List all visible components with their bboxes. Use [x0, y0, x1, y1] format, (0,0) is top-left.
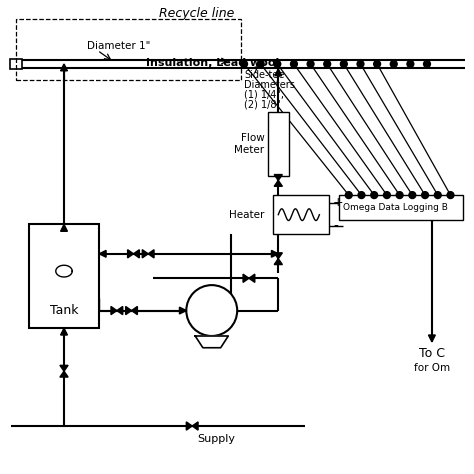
Circle shape	[340, 61, 347, 67]
Text: (1) 1/4",: (1) 1/4",	[244, 90, 284, 100]
Polygon shape	[131, 307, 137, 315]
Polygon shape	[134, 250, 139, 258]
Circle shape	[357, 61, 364, 67]
Polygon shape	[249, 274, 255, 283]
Bar	[267, 112, 289, 175]
Polygon shape	[142, 250, 148, 258]
Polygon shape	[428, 335, 435, 342]
Text: for Om: for Om	[414, 364, 450, 374]
Text: Side-tee: Side-tee	[244, 70, 284, 80]
Circle shape	[274, 61, 281, 67]
Circle shape	[186, 285, 237, 336]
Circle shape	[374, 61, 381, 67]
Polygon shape	[128, 250, 134, 258]
Bar	[29, 225, 99, 328]
Bar	[273, 195, 329, 234]
Polygon shape	[61, 328, 67, 335]
Circle shape	[424, 61, 430, 67]
Circle shape	[324, 61, 331, 67]
Circle shape	[307, 61, 314, 67]
Text: +: +	[333, 196, 344, 210]
Text: Flow
Meter: Flow Meter	[235, 133, 264, 155]
Text: To C: To C	[419, 347, 445, 360]
Circle shape	[257, 61, 264, 67]
Text: Tank: Tank	[50, 304, 78, 317]
Circle shape	[383, 191, 390, 199]
Text: Diameters: Diameters	[244, 80, 295, 90]
Circle shape	[346, 191, 352, 199]
Circle shape	[409, 191, 416, 199]
Polygon shape	[274, 259, 283, 264]
Bar	[339, 195, 463, 219]
Polygon shape	[243, 274, 249, 283]
Polygon shape	[111, 307, 117, 315]
Bar	[10, 59, 22, 69]
Polygon shape	[180, 307, 186, 314]
Text: (2) 1/8": (2) 1/8"	[244, 99, 281, 109]
Polygon shape	[275, 69, 282, 76]
Polygon shape	[186, 422, 192, 430]
Circle shape	[407, 61, 414, 67]
Polygon shape	[195, 336, 228, 348]
Circle shape	[358, 191, 365, 199]
Circle shape	[447, 191, 454, 199]
Polygon shape	[117, 307, 123, 315]
Text: Heater: Heater	[229, 210, 265, 219]
Polygon shape	[61, 64, 67, 71]
Text: Supply: Supply	[198, 434, 236, 444]
Polygon shape	[274, 181, 283, 186]
Circle shape	[434, 191, 441, 199]
Polygon shape	[99, 250, 106, 257]
Circle shape	[371, 191, 378, 199]
Polygon shape	[126, 307, 131, 315]
Circle shape	[241, 61, 247, 67]
Text: -: -	[333, 219, 338, 233]
Text: Insulation, Lead wool: Insulation, Lead wool	[146, 58, 280, 68]
Circle shape	[422, 191, 428, 199]
Polygon shape	[192, 422, 198, 430]
Polygon shape	[61, 225, 67, 231]
Text: Diameter 1": Diameter 1"	[88, 41, 151, 51]
Bar	[16, 19, 241, 80]
Polygon shape	[60, 365, 68, 371]
Text: Omega Data Logging B: Omega Data Logging B	[343, 203, 448, 212]
Circle shape	[291, 61, 297, 67]
Circle shape	[390, 61, 397, 67]
Polygon shape	[274, 253, 283, 259]
Text: Recycle line: Recycle line	[159, 7, 235, 19]
Circle shape	[396, 191, 403, 199]
Polygon shape	[60, 371, 68, 377]
Polygon shape	[272, 250, 278, 257]
Polygon shape	[274, 174, 283, 181]
Polygon shape	[148, 250, 154, 258]
